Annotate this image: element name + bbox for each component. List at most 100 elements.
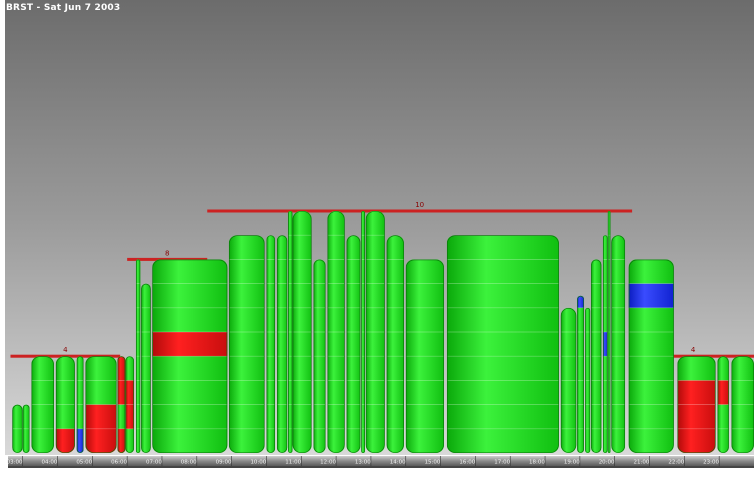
x-tick-label: 03:00 (7, 460, 23, 466)
bar-outline (277, 235, 288, 453)
x-tick-label: 21:00 (634, 460, 650, 466)
bar-outline (611, 235, 625, 453)
bars (12, 211, 754, 453)
bar (731, 356, 754, 453)
x-tick-label: 10:00 (250, 460, 266, 466)
bar (611, 235, 626, 453)
bar-outline (577, 295, 584, 453)
bar-outline (292, 211, 312, 453)
bar (365, 211, 385, 453)
bar-body (276, 235, 288, 453)
bar-outline (327, 211, 345, 453)
level-line-label: 4 (63, 346, 68, 354)
x-tick-label: 15:00 (425, 460, 441, 466)
bar-outline (229, 235, 265, 453)
bar-segment-red (717, 380, 729, 405)
bar (276, 235, 288, 453)
bar-outline (607, 211, 611, 453)
bar-outline (152, 259, 228, 453)
axis-strip (8, 456, 754, 466)
bar-body (365, 211, 385, 453)
chart-title: BRST - Sat Jun 7 2003 (6, 3, 121, 13)
level-line (207, 209, 633, 213)
bar (361, 211, 366, 453)
bar (313, 259, 326, 453)
x-tick-label: 12:00 (320, 460, 336, 466)
bar-outline (12, 404, 23, 453)
bar (31, 356, 55, 453)
bar (141, 283, 151, 453)
bar-body (327, 211, 345, 453)
x-tick-label: 17:00 (494, 460, 510, 466)
bar-body (560, 307, 577, 453)
bar-outline (125, 356, 134, 453)
bar (76, 356, 84, 453)
bar-body (76, 356, 84, 453)
bar (85, 356, 117, 453)
level-line-label: 10 (415, 201, 424, 209)
bar (346, 235, 361, 453)
bar-segment-red (125, 380, 135, 429)
bar (405, 259, 445, 453)
bar-outline (76, 356, 84, 453)
bar (288, 211, 293, 453)
axis-baseline (8, 466, 754, 468)
bar-outline (85, 356, 117, 453)
x-tick-label: 19:00 (564, 460, 580, 466)
x-tick-label: 04:00 (41, 460, 57, 466)
bar (628, 259, 674, 453)
bar (717, 356, 729, 453)
bar-body (288, 211, 293, 453)
bar-body (405, 259, 445, 453)
bar-outline (628, 259, 674, 453)
x-tick-label: 05:00 (76, 460, 92, 466)
bar-outline (266, 235, 275, 453)
x-tick-label: 07:00 (146, 460, 162, 466)
bar (591, 259, 602, 453)
bar (228, 235, 265, 453)
bar (677, 356, 716, 453)
bar-outline (141, 283, 151, 453)
bar-segment-blue (602, 332, 608, 357)
x-tick-label: 13:00 (355, 460, 371, 466)
bar-outline (22, 404, 30, 453)
bar-body (22, 404, 30, 453)
bar-body (292, 211, 312, 453)
x-tick-label: 16:00 (459, 460, 475, 466)
bar (292, 211, 312, 453)
bar (12, 404, 23, 453)
bar-outline (386, 235, 404, 453)
bar-outline (346, 235, 361, 453)
bar-outline (361, 211, 365, 453)
bar-outline (117, 356, 126, 453)
bar-outline (603, 235, 608, 453)
bar-outline (313, 259, 326, 453)
bar (22, 404, 30, 453)
bar (152, 259, 228, 453)
x-tick-label: 22:00 (668, 460, 684, 466)
bar-outline (717, 356, 729, 453)
bar-body (313, 259, 326, 453)
bar-segment-red (117, 428, 126, 453)
bar-outline (591, 259, 602, 453)
bar-body (446, 235, 559, 453)
bar-body (577, 295, 585, 453)
bar (446, 235, 559, 453)
bar-outline (677, 356, 716, 453)
bar (55, 356, 75, 453)
bar-outline (288, 211, 293, 453)
bar-body (731, 356, 754, 453)
bar-body (611, 235, 626, 453)
bar-outline (447, 235, 559, 453)
bar-segment-blue (76, 428, 84, 453)
bar (607, 211, 611, 453)
x-tick-label: 14:00 (390, 460, 406, 466)
level-line-label: 4 (691, 346, 696, 354)
bar-body (346, 235, 361, 453)
bar-segment-red (117, 356, 126, 405)
bar-body (386, 235, 405, 453)
bar-body (266, 235, 276, 453)
bar-segment-blue (577, 295, 585, 308)
